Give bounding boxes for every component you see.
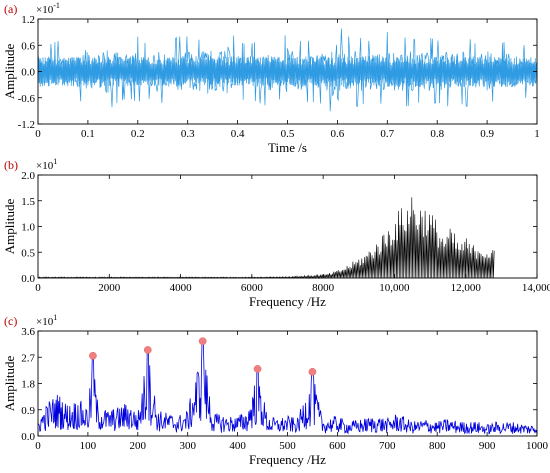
axis-exponent: ×101 bbox=[36, 157, 57, 172]
x-tick-label: 100 bbox=[80, 440, 97, 452]
series bbox=[37, 337, 538, 435]
x-tick-label: 800 bbox=[429, 440, 446, 452]
y-tick-label: 0.5 bbox=[21, 247, 35, 259]
y-tick-label: 0.6 bbox=[21, 40, 35, 52]
y-tick-label: 2.7 bbox=[21, 352, 35, 364]
y-tick-label: 1.8 bbox=[21, 379, 35, 391]
x-tick-label: 0.9 bbox=[480, 128, 494, 140]
x-tick-label: 0.8 bbox=[430, 128, 444, 140]
y-axis-label: Amplitude bbox=[2, 355, 17, 411]
x-axis-label: Frequency /Hz bbox=[249, 294, 326, 309]
panel-label: (c) bbox=[4, 314, 17, 328]
y-tick-label: 0.0 bbox=[21, 431, 35, 443]
series-line bbox=[37, 340, 538, 435]
x-tick-label: 400 bbox=[229, 440, 246, 452]
y-tick-label: -1.2 bbox=[18, 119, 35, 131]
x-axis-label: Frequency /Hz bbox=[249, 452, 326, 467]
panel-a: (a) ×10-1 0 0.1 0.2 0.3 0.4 0.5 0.6 0.7 0.8 0.9 1 -1.… bbox=[2, 1, 540, 155]
panel-label: (a) bbox=[4, 2, 17, 16]
y-tick-label: 2.0 bbox=[21, 170, 35, 182]
panel-c: (c) ×101 0 100 200 300 400 500 600 700 800 900 1000 0… bbox=[2, 313, 549, 467]
y-tick-label: 0.9 bbox=[21, 405, 35, 417]
x-tick-label: 0.4 bbox=[231, 128, 245, 140]
x-tick-label: 500 bbox=[279, 440, 296, 452]
series-line-dense bbox=[37, 56, 538, 87]
axis-exponent: ×101 bbox=[36, 313, 57, 328]
series-line bbox=[37, 28, 538, 112]
x-tick-label: 0.3 bbox=[181, 128, 195, 140]
y-axis-label: Amplitude bbox=[2, 198, 17, 254]
x-tick-label: 0 bbox=[35, 440, 41, 452]
y-tick-label: 0.0 bbox=[21, 273, 35, 285]
x-tick-label: 0.1 bbox=[81, 128, 95, 140]
x-tick-label: 6000 bbox=[241, 282, 264, 294]
x-tick-label: 200 bbox=[130, 440, 147, 452]
x-tick-label: 300 bbox=[179, 440, 196, 452]
x-tick-label: 0.6 bbox=[331, 128, 345, 140]
y-axis-label: Amplitude bbox=[2, 43, 17, 99]
panel-b: (b) ×101 0 2000 4000 6000 8000 10,000 12,000 14,0… bbox=[2, 157, 550, 309]
x-tick-label: 600 bbox=[329, 440, 346, 452]
y-tick-label: 3.6 bbox=[21, 326, 35, 338]
x-tick-label: 0.2 bbox=[131, 128, 145, 140]
x-tick-label: 0 bbox=[35, 282, 41, 294]
peak-marker-5 bbox=[308, 367, 317, 376]
x-tick-label: 2000 bbox=[98, 282, 121, 294]
panel-label: (b) bbox=[4, 158, 18, 172]
y-tick-label: 1.2 bbox=[21, 14, 35, 26]
x-axis-label: Time /s bbox=[268, 140, 307, 155]
x-tick-label: 0 bbox=[35, 128, 41, 140]
y-tick-label: 1.0 bbox=[21, 222, 35, 234]
x-tick-label: 700 bbox=[379, 440, 396, 452]
peak-marker-1 bbox=[89, 351, 97, 360]
series bbox=[37, 28, 538, 112]
x-tick-label: 1000 bbox=[526, 440, 549, 452]
y-tick-label: 1.5 bbox=[21, 196, 35, 208]
x-tick-label: 4000 bbox=[170, 282, 193, 294]
peak-marker-3 bbox=[198, 337, 207, 346]
y-tick-label: -0.6 bbox=[18, 93, 36, 105]
x-tick-label: 12,000 bbox=[451, 282, 482, 294]
series-line bbox=[37, 197, 495, 280]
x-tick-label: 1 bbox=[534, 128, 540, 140]
y-tick-label: 0.0 bbox=[21, 67, 35, 79]
peak-marker-2 bbox=[143, 346, 152, 354]
axis-exponent: ×10-1 bbox=[36, 1, 60, 16]
peak-marker-4 bbox=[253, 365, 262, 373]
x-tick-label: 0.5 bbox=[281, 128, 295, 140]
x-tick-label: 14,000 bbox=[522, 282, 550, 294]
x-tick-label: 900 bbox=[479, 440, 496, 452]
series bbox=[37, 197, 495, 280]
x-tick-label: 8000 bbox=[312, 282, 335, 294]
x-tick-label: 0.7 bbox=[380, 128, 394, 140]
x-tick-label: 10,000 bbox=[379, 282, 410, 294]
